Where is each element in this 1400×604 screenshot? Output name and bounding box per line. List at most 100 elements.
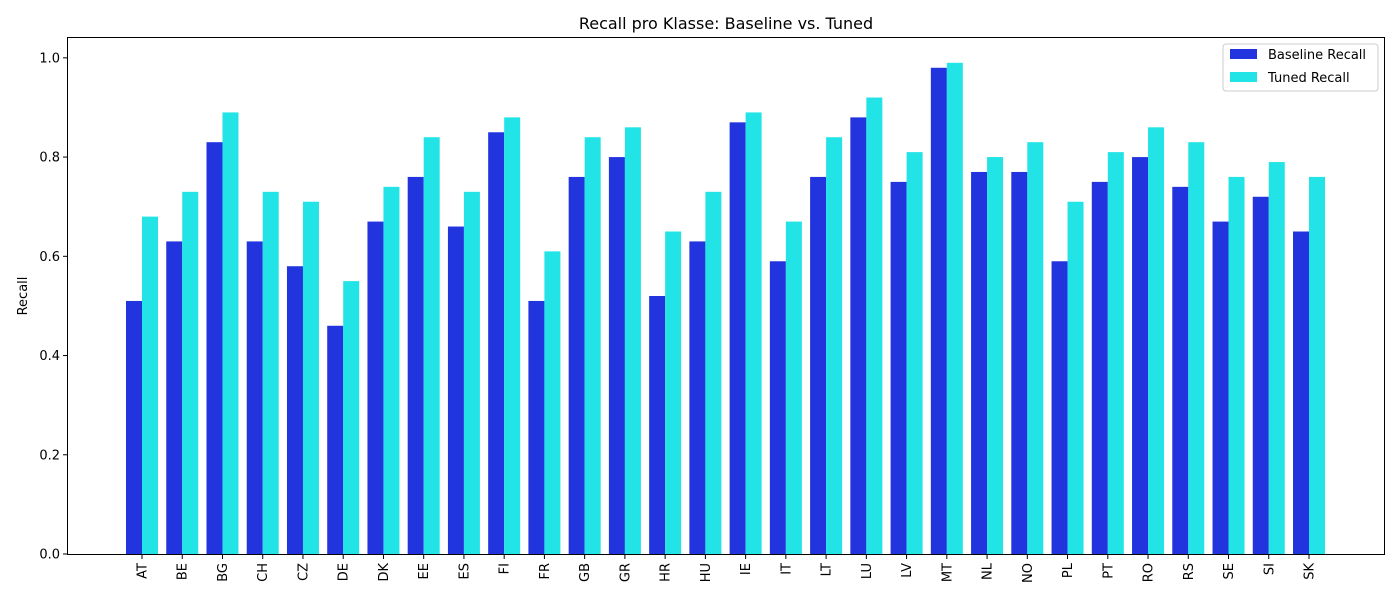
y-tick-label: 0.8 <box>39 151 60 166</box>
x-tick-label-at: AT <box>136 563 151 579</box>
x-tick-label-fr: FR <box>538 563 553 580</box>
legend-swatch-baseline-recall <box>1230 49 1257 59</box>
bar-baseline-recall-gr <box>608 157 625 554</box>
bar-tuned-recall-bg <box>222 112 239 555</box>
x-tick-label-bg: BG <box>216 563 231 582</box>
y-tick-label: 1.0 <box>39 51 60 66</box>
bar-tuned-recall-ch <box>262 191 279 554</box>
bar-tuned-recall-ro <box>1148 127 1165 554</box>
bar-tuned-recall-se <box>1228 176 1245 555</box>
x-tick-label-ie: IE <box>739 563 754 575</box>
bar-tuned-recall-pl <box>1067 201 1084 555</box>
x-tick-label-ro: RO <box>1142 563 1157 582</box>
bar-tuned-recall-nl <box>987 157 1004 554</box>
bar-tuned-recall-rs <box>1188 142 1205 554</box>
x-tick-label-pt: PT <box>1101 563 1116 579</box>
bar-tuned-recall-ee <box>423 137 440 555</box>
legend: Baseline Recall Tuned Recall <box>1222 43 1379 92</box>
y-axis-label: Recall <box>16 277 31 316</box>
legend-label-baseline-recall: Baseline Recall <box>1268 48 1366 63</box>
bar-baseline-recall-fr <box>528 300 545 554</box>
bar-baseline-recall-hu <box>689 241 706 555</box>
bar-baseline-recall-bg <box>206 142 223 554</box>
x-tick-label-rs: RS <box>1182 563 1197 580</box>
bar-baseline-recall-hr <box>649 296 666 554</box>
bar-tuned-recall-fi <box>504 117 521 554</box>
y-tick-label: 0.4 <box>39 349 60 364</box>
bar-tuned-recall-dk <box>383 186 400 554</box>
x-tick-label-mt: MT <box>940 563 955 582</box>
x-tick-label-lv: LV <box>900 563 915 578</box>
bar-baseline-recall-be <box>166 241 183 555</box>
bar-baseline-recall-nl <box>971 171 988 554</box>
bar-tuned-recall-sk <box>1309 176 1325 555</box>
x-tick-label-it: IT <box>779 563 794 575</box>
x-tick-label-dk: DK <box>377 563 392 582</box>
bar-baseline-recall-si <box>1252 196 1269 554</box>
bar-tuned-recall-cz <box>302 201 319 555</box>
bar-tuned-recall-be <box>182 191 199 554</box>
x-tick-label-gb: GB <box>578 563 593 582</box>
bar-baseline-recall-no <box>1011 171 1028 554</box>
bar-tuned-recall-lv <box>906 152 923 554</box>
bar-tuned-recall-gr <box>624 127 641 554</box>
x-tick-label-lt: LT <box>820 563 835 576</box>
bar-baseline-recall-mt <box>930 67 947 555</box>
bar-baseline-recall-rs <box>1172 186 1189 554</box>
x-tick-label-hu: HU <box>699 563 714 582</box>
bar-baseline-recall-sk <box>1293 231 1309 554</box>
bar-tuned-recall-fr <box>544 251 561 554</box>
bar-tuned-recall-lt <box>826 137 843 555</box>
y-tick-label: 0.6 <box>39 250 60 265</box>
x-axis: AT BE BG CH CZ DE DK EE ES FI FR GB GR HR HU IE IT LT LU LV… <box>136 554 1318 583</box>
bar-baseline-recall-ie <box>729 122 746 554</box>
bar-baseline-recall-dk <box>367 221 384 554</box>
bar-tuned-recall-gb <box>584 137 601 555</box>
bar-baseline-recall-cz <box>286 266 303 554</box>
bar-baseline-recall-gb <box>568 176 585 555</box>
y-tick-label: 0.0 <box>39 548 60 563</box>
x-tick-label-se: SE <box>1222 563 1237 579</box>
x-tick-label-es: ES <box>457 563 472 579</box>
bar-baseline-recall-es <box>447 226 464 555</box>
x-tick-label-no: NO <box>1021 563 1036 583</box>
bar-baseline-recall-pl <box>1051 261 1068 554</box>
bar-tuned-recall-lu <box>866 97 883 554</box>
bar-baseline-recall-lu <box>850 117 867 554</box>
chart-title: Recall pro Klasse: Baseline vs. Tuned <box>579 14 873 33</box>
x-tick-label-sk: SK <box>1303 563 1318 580</box>
bar-baseline-recall-lv <box>890 181 907 554</box>
bar-tuned-recall-si <box>1268 162 1285 555</box>
bar-tuned-recall-es <box>463 191 480 554</box>
bar-baseline-recall-ee <box>407 176 424 555</box>
bars-layer <box>126 62 1325 555</box>
bar-baseline-recall-pt <box>1091 181 1108 554</box>
bar-baseline-recall-se <box>1212 221 1229 554</box>
bar-baseline-recall-de <box>327 325 344 554</box>
legend-label-tuned-recall: Tuned Recall <box>1267 71 1350 86</box>
y-axis: 0.0 0.2 0.4 0.6 0.8 1.0 <box>39 51 68 563</box>
bar-baseline-recall-ch <box>246 241 263 555</box>
x-tick-label-gr: GR <box>618 563 633 582</box>
bar-tuned-recall-mt <box>946 62 963 555</box>
bar-tuned-recall-hu <box>705 191 722 554</box>
x-tick-label-de: DE <box>337 563 352 581</box>
x-tick-label-be: BE <box>176 563 191 580</box>
legend-box <box>1222 43 1379 92</box>
x-tick-label-lu: LU <box>860 563 875 579</box>
x-tick-label-nl: NL <box>981 562 996 580</box>
x-tick-label-ch: CH <box>256 563 271 582</box>
bar-tuned-recall-it <box>785 221 802 554</box>
x-tick-label-fi: FI <box>498 563 513 574</box>
bar-baseline-recall-fi <box>488 132 505 554</box>
bar-tuned-recall-hr <box>665 231 682 554</box>
legend-swatch-tuned-recall <box>1230 72 1257 82</box>
bar-baseline-recall-at <box>126 300 142 554</box>
bar-baseline-recall-ro <box>1132 157 1149 554</box>
x-tick-label-si: SI <box>1262 563 1277 575</box>
x-tick-label-ee: EE <box>417 563 432 579</box>
bar-tuned-recall-no <box>1027 142 1044 554</box>
bar-tuned-recall-de <box>343 281 360 554</box>
